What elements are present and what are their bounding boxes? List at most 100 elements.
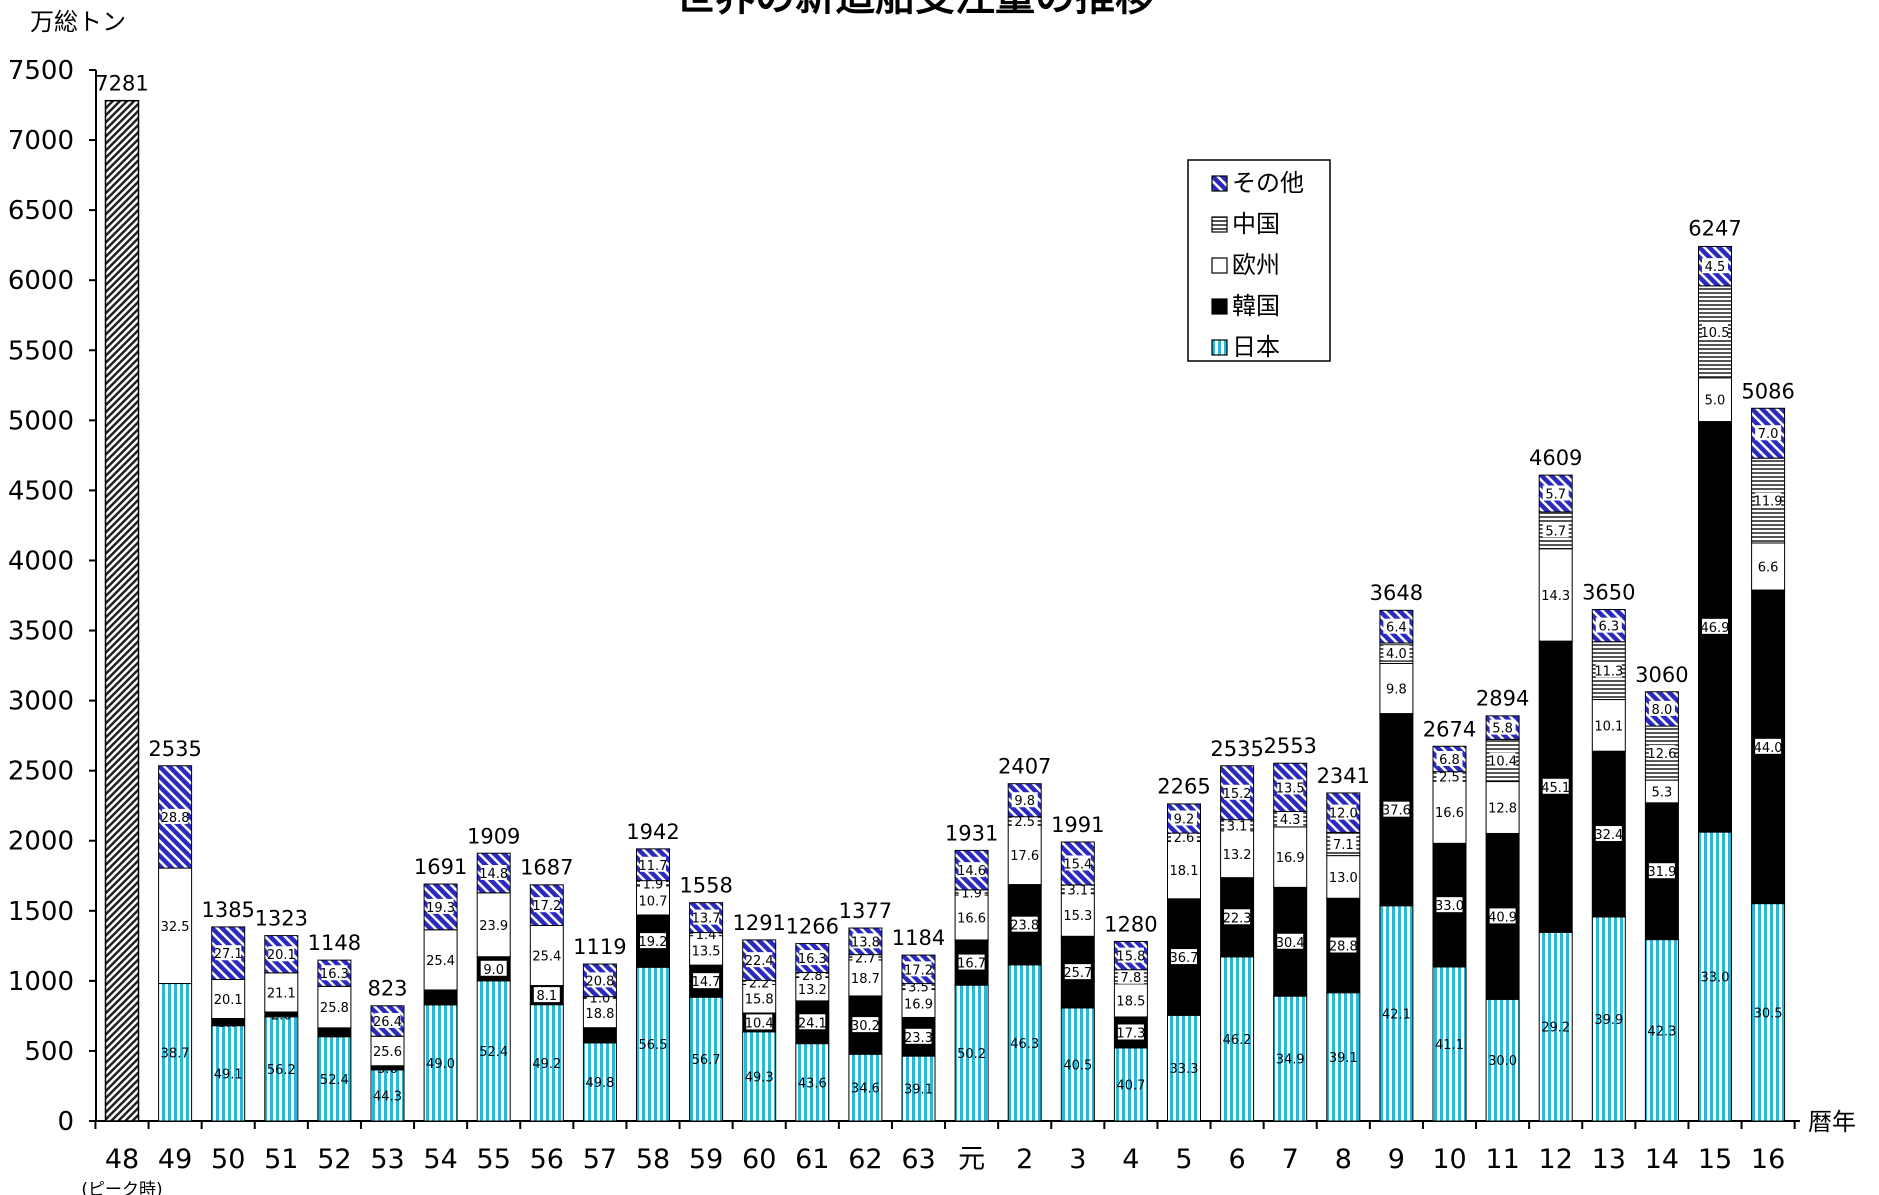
bar-total-label: 2553 xyxy=(1263,734,1316,758)
x-tick-label: 48 xyxy=(105,1144,139,1175)
segment-label-bg xyxy=(799,950,826,966)
segment-label: 18.7 xyxy=(851,972,880,987)
segment-label-bg xyxy=(1702,258,1728,274)
segment-label-bg xyxy=(268,946,295,962)
segment-label: 12.8 xyxy=(1488,802,1517,817)
segment-label: 13.5 xyxy=(692,944,721,959)
segment-label: 3.5 xyxy=(908,981,929,996)
bar-total-label: 1184 xyxy=(892,926,945,950)
x-tick-label: 3 xyxy=(1069,1144,1086,1175)
segment-label-bg xyxy=(958,862,985,878)
bar-segment xyxy=(264,1016,299,1122)
segment-label: 5.7 xyxy=(1545,488,1566,503)
bar-segment xyxy=(529,924,564,987)
segment-label: 10.1 xyxy=(1594,719,1623,734)
segment-label: 17.2 xyxy=(904,963,933,978)
x-tick-label: 51 xyxy=(264,1144,298,1175)
segment-label: 12.6 xyxy=(1647,747,1676,762)
segment-label: 19.2 xyxy=(639,935,668,950)
bar-segment xyxy=(317,1036,352,1122)
x-tick-label: 10 xyxy=(1432,1144,1466,1175)
segment-label: 18.1 xyxy=(1170,864,1199,879)
legend-label: 日本 xyxy=(1232,333,1280,361)
x-tick-label: 5 xyxy=(1175,1144,1192,1175)
bar-total-label: 1119 xyxy=(573,935,626,959)
bar-segment xyxy=(636,966,670,1122)
x-tick-label: 52 xyxy=(317,1144,351,1175)
legend-label: 韓国 xyxy=(1232,292,1280,320)
segment-label: 7.8 xyxy=(1121,971,1142,986)
segment-label-bg xyxy=(586,972,613,988)
segment-label: 22.4 xyxy=(745,954,774,969)
segment-label-bg xyxy=(1224,817,1251,833)
segment-label-bg xyxy=(1011,916,1038,932)
chart-title: 世界の新造船受注量の推移 xyxy=(675,0,1155,20)
segment-label: 24.1 xyxy=(798,1016,827,1031)
bar-segment xyxy=(954,984,989,1122)
bar-total-label: 823 xyxy=(367,977,407,1001)
segment-label-bg xyxy=(1755,425,1782,441)
y-tick-label: 7000 xyxy=(8,126,74,156)
bars: 7281 38.7 32.5 28.8 2535 49.1 3.7 20.1 27.1 1385 5… xyxy=(95,72,1795,1122)
segment-label: 10.4 xyxy=(745,1016,774,1031)
segment-label-bg xyxy=(640,933,666,949)
segment-label: 38.7 xyxy=(161,1046,190,1061)
bar-total-label: 2535 xyxy=(148,737,201,761)
segment-label: 42.3 xyxy=(1647,1024,1676,1039)
segment-label: 41.1 xyxy=(1435,1038,1464,1053)
segment-label: 13.2 xyxy=(798,983,827,998)
segment-label: 34.9 xyxy=(1276,1053,1305,1068)
segment-label: 14.7 xyxy=(692,975,721,990)
segment-label-bg xyxy=(215,945,242,961)
bar-total-label: 3648 xyxy=(1370,581,1423,605)
segment-label: 20.1 xyxy=(267,948,296,963)
segment-label: 12.0 xyxy=(1329,807,1358,822)
segment-label: 16.6 xyxy=(957,912,986,927)
segment-label: 23.8 xyxy=(1010,919,1039,934)
bar-segment xyxy=(158,867,193,985)
y-tick-label: 4500 xyxy=(8,476,74,506)
bar-segment xyxy=(636,885,670,916)
bar-total-label: 1266 xyxy=(786,915,839,939)
bar-segment xyxy=(1007,964,1042,1122)
segment-label-bg xyxy=(1595,826,1622,842)
segment-label: 16.7 xyxy=(957,957,986,972)
segment-label: 16.9 xyxy=(904,997,933,1012)
bar-total-label: 1385 xyxy=(201,898,254,922)
segment-label: 28.8 xyxy=(161,811,190,826)
segment-label: 15.2 xyxy=(1223,787,1252,802)
bar-segment xyxy=(211,1025,246,1122)
y-tick-label: 6500 xyxy=(8,196,74,226)
bar-total-label: 1323 xyxy=(255,907,308,931)
segment-label: 56.5 xyxy=(639,1038,668,1053)
segment-label: 25.8 xyxy=(320,1001,349,1016)
bar-total-label: 1691 xyxy=(414,855,467,879)
segment-label-bg xyxy=(321,965,348,981)
segment-label: 11.7 xyxy=(639,859,668,874)
bar-segment xyxy=(1485,998,1520,1122)
bar-segment xyxy=(1379,905,1414,1122)
segment-label: 28.8 xyxy=(1329,939,1358,954)
y-tick-label: 1000 xyxy=(8,967,74,997)
segment-label-bg xyxy=(1702,323,1728,339)
segment-label: 23.9 xyxy=(479,919,508,934)
segment-label: 42.1 xyxy=(1382,1007,1411,1022)
bar-segment xyxy=(370,1035,405,1067)
segment-label: 29.2 xyxy=(1541,1021,1570,1036)
y-tick-label: 3000 xyxy=(8,687,74,717)
segment-label-bg xyxy=(799,1014,826,1030)
y-axis-label: 万総トン xyxy=(30,8,126,36)
bar-total-label: 2674 xyxy=(1423,717,1476,741)
segment-label: 16.3 xyxy=(320,967,349,982)
segment-label-bg xyxy=(1117,947,1144,963)
segment-label-bg xyxy=(1702,618,1728,634)
segment-label: 20.1 xyxy=(214,993,243,1008)
segment-label: 6.3 xyxy=(1598,620,1619,635)
bar-segment xyxy=(1220,956,1255,1122)
segment-label-bg xyxy=(958,954,985,970)
segment-label: 43.6 xyxy=(798,1076,827,1091)
bar-segment xyxy=(689,996,724,1122)
bar-segment xyxy=(1060,893,1095,937)
segment-label: 49.3 xyxy=(745,1070,774,1085)
bar-segment xyxy=(1326,855,1361,899)
